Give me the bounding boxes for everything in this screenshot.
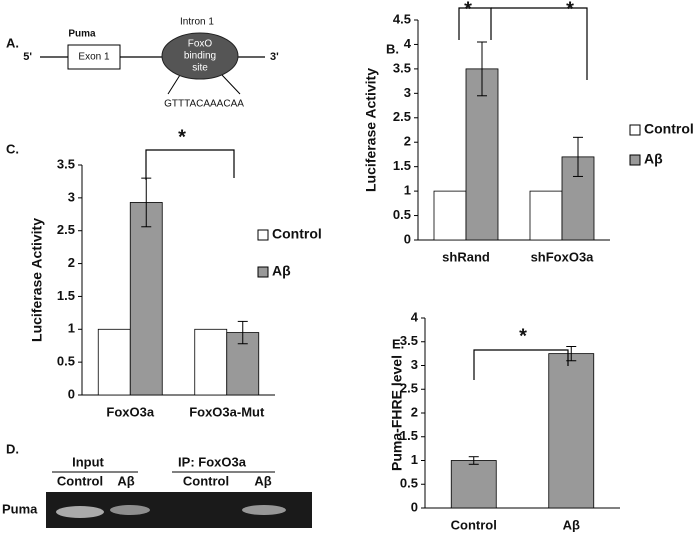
- y-tick-label: 2: [68, 255, 75, 270]
- sequence: GTTTACAAACAA: [164, 99, 244, 110]
- y-tick-label: 0.5: [57, 354, 75, 369]
- group-label: IP: FoxO3a: [178, 454, 247, 469]
- y-tick-label: 1: [404, 183, 411, 198]
- y-tick-label: 3.5: [400, 333, 418, 348]
- error-bar: [237, 320, 248, 345]
- y-tick-label: 0: [411, 499, 418, 514]
- y-tick-label: 0.5: [393, 207, 411, 222]
- y-tick-label: 1: [68, 321, 75, 336]
- lane-label: Control: [183, 473, 229, 488]
- y-tick-label: 0.5: [400, 476, 418, 491]
- site-label: FoxO: [188, 39, 213, 50]
- y-tick-label: 4.5: [393, 11, 411, 26]
- panel-label: D.: [6, 441, 19, 456]
- error-bar: [573, 136, 583, 177]
- legend-swatch: [629, 154, 641, 166]
- y-tick-label: 1: [411, 452, 418, 467]
- lane-label: Aβ: [117, 473, 134, 488]
- legend-label: Control: [644, 121, 693, 137]
- intron-label: Intron 1: [180, 17, 214, 28]
- y-tick-label: 3: [68, 189, 75, 204]
- y-tick-label: 0: [404, 231, 411, 246]
- pointer-line: [167, 74, 181, 95]
- error-bar: [477, 41, 487, 97]
- y-tick-label: 3: [404, 85, 411, 100]
- bar: [194, 328, 228, 396]
- y-tick-label: 0: [68, 386, 75, 401]
- panel-label: A.: [6, 35, 19, 50]
- significance-bracket: [145, 149, 235, 180]
- panel-label: B.: [386, 41, 399, 56]
- pointer-line: [221, 74, 241, 95]
- y-tick-label: 3.5: [393, 60, 411, 75]
- y-tick-label: 2: [404, 134, 411, 149]
- site-label: binding: [184, 51, 216, 62]
- y-tick-label: 4: [404, 36, 412, 51]
- gel-band: [56, 506, 104, 518]
- panel-label: C.: [6, 141, 19, 156]
- bar: [129, 202, 163, 396]
- legend-swatch: [257, 229, 269, 241]
- significance-bracket: [473, 349, 569, 380]
- legend-label: Aβ: [644, 151, 663, 167]
- significance-star: *: [566, 0, 574, 20]
- y-tick-label: 2.5: [57, 222, 75, 237]
- y-tick-label: 2: [411, 404, 418, 419]
- panel-label: E.: [392, 336, 404, 351]
- x-tick-label: shRand: [442, 249, 490, 264]
- bar: [433, 190, 467, 241]
- bar: [97, 328, 131, 396]
- lane-label: Aβ: [254, 473, 271, 488]
- y-axis-label: Luciferase Activity: [363, 68, 379, 192]
- exon-box: [67, 44, 121, 70]
- y-axis-label: Puma-FHRE level: [389, 355, 405, 471]
- significance-bracket: [491, 7, 588, 80]
- bar: [465, 68, 499, 241]
- legend-swatch: [257, 266, 269, 278]
- y-axis-label: Luciferase Activity: [29, 218, 45, 342]
- gene-label: Puma: [68, 29, 96, 40]
- y-tick-label: 1.5: [400, 428, 418, 443]
- significance-bracket: [458, 7, 492, 40]
- x-tick-label: FoxO3a-Mut: [189, 404, 265, 419]
- panel-a: A. 5' 3' Exon 1 Puma Intron 1 FoxO bindi…: [6, 17, 279, 110]
- legend-swatch: [629, 124, 641, 136]
- x-tick-label: shFoxO3a: [531, 249, 595, 264]
- y-tick-label: 3: [411, 357, 418, 372]
- significance-star: *: [464, 0, 472, 20]
- y-tick-label: 4: [411, 309, 419, 324]
- y-tick-label: 1.5: [393, 158, 411, 173]
- binding-site: [161, 32, 239, 80]
- error-bar: [468, 456, 479, 465]
- bar: [529, 190, 563, 241]
- lane-label: Control: [57, 473, 103, 488]
- panel-d: D. Input IP: FoxO3a Control Aβ Control A…: [2, 441, 312, 528]
- three-prime: 3': [270, 51, 279, 63]
- gel-band: [110, 505, 150, 515]
- bar: [450, 460, 497, 509]
- y-tick-label: 1.5: [57, 288, 75, 303]
- exon-label: Exon 1: [78, 52, 110, 63]
- x-tick-label: Aβ: [563, 517, 580, 532]
- five-prime: 5': [23, 51, 32, 63]
- gel-band: [242, 505, 286, 515]
- x-tick-label: FoxO3a: [106, 404, 154, 419]
- y-tick-label: 2.5: [400, 381, 418, 396]
- bar: [548, 353, 595, 509]
- row-label: Puma: [2, 501, 38, 516]
- legend-label: Aβ: [272, 263, 291, 279]
- y-tick-label: 2.5: [393, 109, 411, 124]
- legend-label: Control: [272, 226, 322, 242]
- significance-star: *: [519, 325, 527, 347]
- y-tick-label: 3.5: [57, 156, 75, 171]
- site-label: site: [192, 63, 208, 74]
- significance-star: *: [178, 126, 186, 148]
- x-tick-label: Control: [451, 517, 497, 532]
- group-label: Input: [72, 454, 104, 469]
